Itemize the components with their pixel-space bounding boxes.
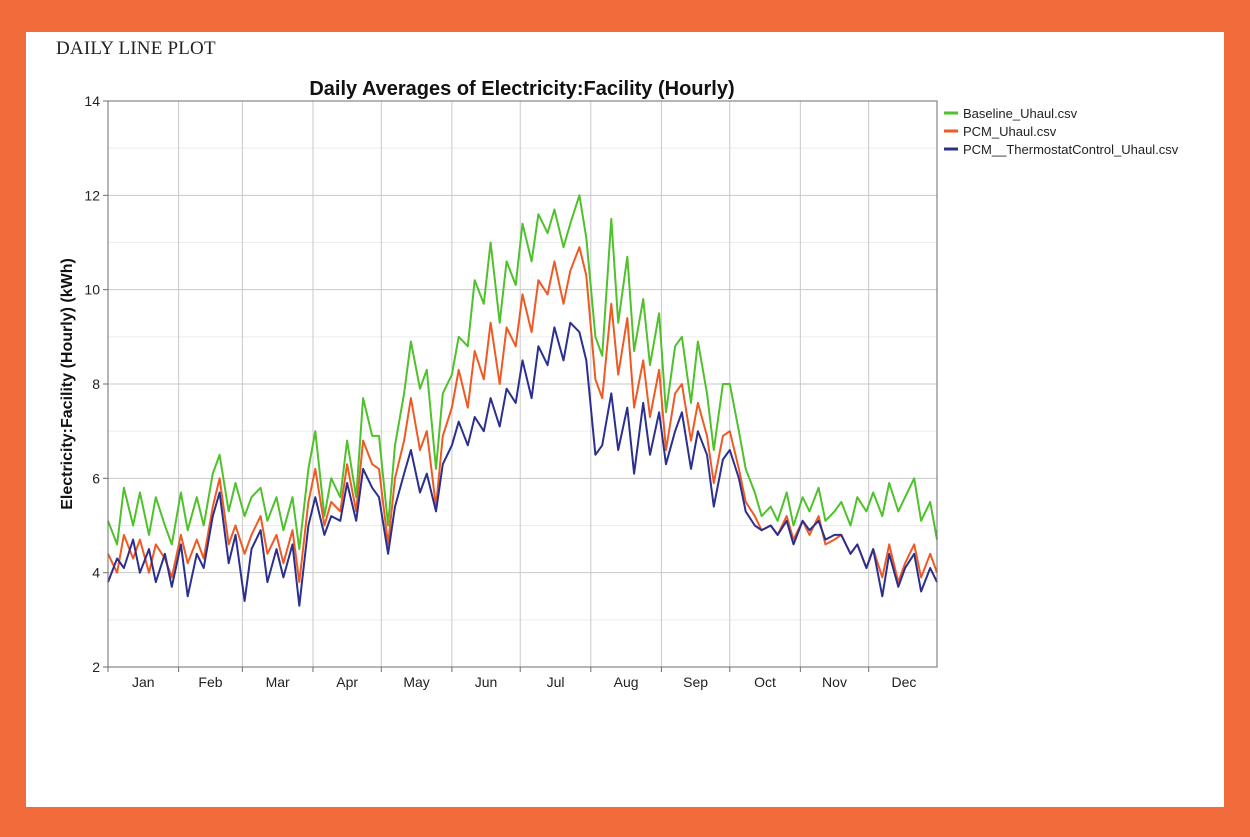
legend-label: Baseline_Uhaul.csv bbox=[963, 106, 1078, 121]
x-tick-label: Sep bbox=[683, 674, 708, 690]
x-axis: Jan Feb Mar Apr May Jun Jul Aug Sep Oct Nov Dec bbox=[107, 667, 917, 690]
y-tick-label: 2 bbox=[92, 659, 100, 675]
legend-label: PCM_Uhaul.csv bbox=[963, 124, 1057, 139]
x-tick-label: Oct bbox=[754, 674, 776, 690]
x-tick-label: Jul bbox=[547, 674, 565, 690]
x-tick-label: Jan bbox=[132, 674, 155, 690]
series-lines bbox=[107, 194, 938, 607]
x-tick-label: May bbox=[403, 674, 429, 690]
x-tick-label: Mar bbox=[266, 674, 290, 690]
y-tick-label: 14 bbox=[84, 93, 100, 109]
x-tick-label: Aug bbox=[614, 674, 639, 690]
y-axis-label: Electricity:Facility (Hourly) (kWh) bbox=[59, 258, 76, 510]
x-tick-label: Apr bbox=[336, 674, 358, 690]
chart-title: Daily Averages of Electricity:Facility (… bbox=[309, 78, 734, 100]
legend-label: PCM__ThermostatControl_Uhaul.csv bbox=[963, 142, 1179, 157]
x-tick-label: Nov bbox=[822, 674, 847, 690]
x-tick-label: Jun bbox=[475, 674, 498, 690]
legend: Baseline_Uhaul.csv PCM_Uhaul.csv PCM__Ther… bbox=[944, 106, 1179, 157]
y-tick-label: 10 bbox=[84, 282, 100, 298]
x-tick-label: Dec bbox=[892, 674, 917, 690]
x-tick-label: Feb bbox=[198, 674, 222, 690]
series-line bbox=[107, 194, 938, 551]
y-tick-label: 8 bbox=[92, 376, 100, 392]
y-axis: 2 4 6 8 10 12 14 bbox=[84, 93, 108, 675]
series-line bbox=[107, 321, 938, 607]
y-tick-label: 4 bbox=[92, 565, 100, 581]
y-tick-label: 6 bbox=[92, 470, 100, 486]
page-heading: DAILY LINE PLOT bbox=[56, 38, 216, 59]
y-tick-label: 12 bbox=[84, 187, 100, 203]
